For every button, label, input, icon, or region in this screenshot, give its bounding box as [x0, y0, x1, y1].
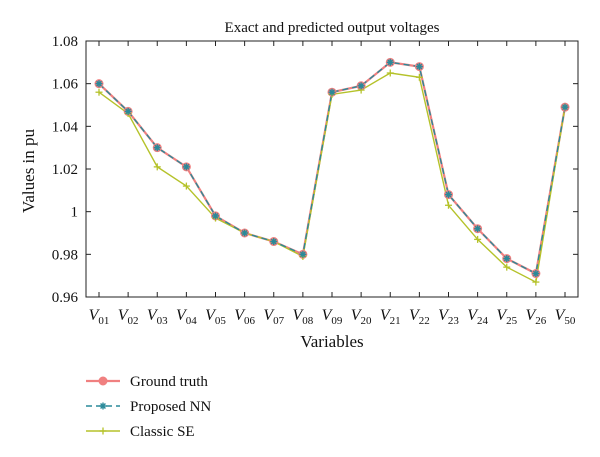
legend-item-ground-truth: Ground truth [86, 374, 208, 390]
x-tick-label: V25 [496, 307, 517, 327]
data-point-proposed-nn [357, 82, 365, 90]
data-point-proposed-nn [445, 191, 452, 199]
data-point-proposed-nn [270, 238, 278, 246]
data-point-proposed-nn [95, 80, 103, 88]
x-tick-label: V20 [351, 307, 372, 327]
x-tick-label: V26 [525, 307, 546, 327]
axis-ticks: 0.96 0.98 1 1.02 1.04 1.06 1.08 V01 V02 V03 V04 V05… [52, 34, 578, 327]
x-tick-label: V06 [234, 307, 255, 327]
data-point-classic-se [386, 69, 394, 77]
data-point-proposed-nn [415, 63, 423, 71]
data-point-classic-se [503, 263, 511, 271]
series-markers [94, 57, 570, 286]
data-point-proposed-nn [241, 229, 249, 237]
x-tick-label: V03 [147, 307, 168, 327]
legend-label: Classic SE [130, 424, 195, 440]
y-tick-label: 0.96 [52, 290, 79, 306]
data-point-proposed-nn [153, 144, 161, 152]
y-tick-label: 1.08 [52, 34, 78, 50]
x-tick-label: V05 [205, 307, 226, 327]
x-tick-label: V50 [555, 307, 576, 327]
x-tick-label: V01 [89, 307, 110, 327]
y-tick-label: 1.04 [52, 119, 79, 135]
data-point-proposed-nn [212, 212, 219, 220]
x-tick-label: V23 [438, 307, 459, 327]
x-tick-label: V09 [322, 307, 343, 327]
legend-item-classic-se: Classic SE [86, 424, 195, 440]
chart-title: Exact and predicted output voltages [225, 20, 440, 36]
x-tick-label: V08 [292, 307, 313, 327]
x-tick-label: V22 [409, 307, 430, 327]
data-point-classic-se [415, 73, 423, 81]
data-point-classic-se [153, 163, 161, 171]
data-point-proposed-nn [299, 250, 307, 258]
legend-marker [99, 427, 107, 435]
legend-marker [98, 376, 108, 386]
data-point-proposed-nn [386, 58, 394, 66]
legend-marker [99, 402, 107, 410]
data-point-classic-se [474, 235, 482, 243]
data-point-proposed-nn [124, 107, 132, 115]
data-point-proposed-nn [532, 270, 540, 278]
x-tick-label: V04 [176, 307, 197, 327]
x-tick-label: V24 [467, 307, 488, 327]
legend-item-proposed-nn: Proposed NN [86, 399, 211, 415]
series-line-classic-se [98, 72, 566, 284]
x-tick-label: V07 [263, 307, 284, 327]
data-point-classic-se [95, 88, 103, 96]
data-point-proposed-nn [328, 88, 336, 96]
y-tick-label: 0.98 [52, 247, 78, 263]
y-tick-label: 1.02 [52, 162, 78, 178]
y-axis-label: Values in pu [19, 128, 38, 213]
legend-label: Ground truth [130, 374, 208, 390]
data-point-classic-se [182, 182, 190, 190]
data-point-proposed-nn [561, 103, 569, 111]
x-tick-label: V21 [380, 307, 401, 327]
data-point-classic-se [532, 278, 540, 286]
legend-label: Proposed NN [130, 399, 211, 415]
y-tick-label: 1.06 [52, 77, 79, 93]
data-point-proposed-nn [474, 225, 482, 233]
data-point-classic-se [445, 201, 452, 209]
y-tick-label: 1 [71, 205, 79, 221]
x-axis-label: Variables [300, 332, 363, 351]
x-tick-label: V02 [118, 307, 139, 327]
data-point-proposed-nn [182, 163, 190, 171]
data-point-proposed-nn [503, 255, 511, 263]
legend: Ground truth Proposed NN Classic SE [86, 374, 211, 440]
